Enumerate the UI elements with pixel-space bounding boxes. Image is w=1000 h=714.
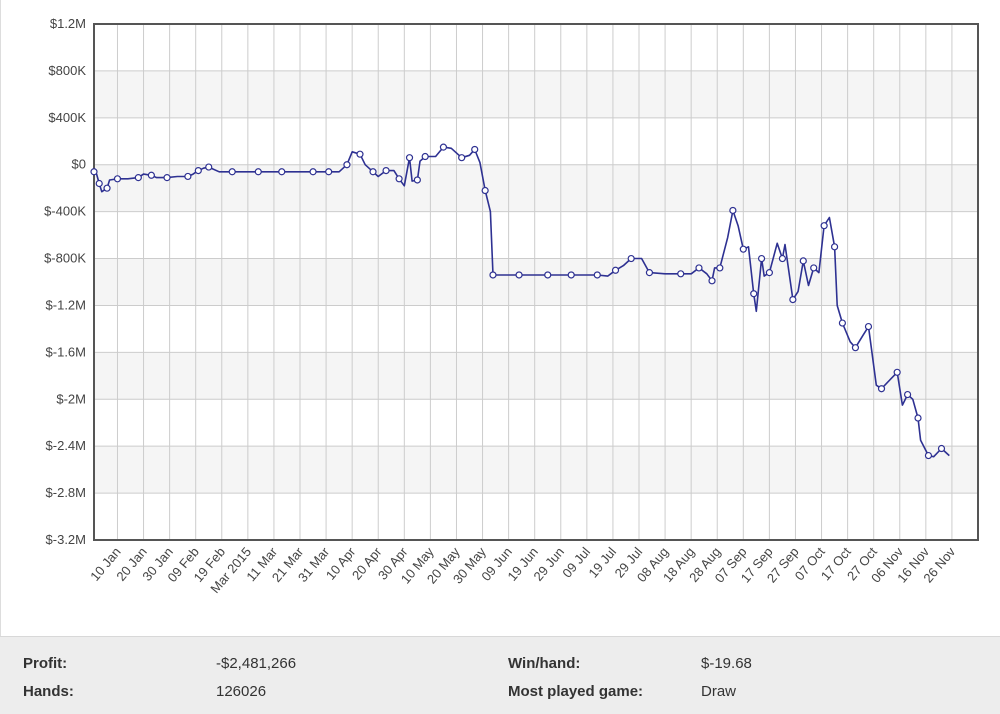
data-point — [877, 385, 886, 393]
profit-value: -$2,481,266 — [216, 655, 297, 672]
data-point — [413, 176, 421, 184]
profit-line-chart: $1.2M $800K $400K $0 $-400K $-800K $-1.2M $-1.6… — [44, 16, 979, 596]
data-point — [421, 152, 429, 161]
data-point — [458, 154, 466, 162]
data-point — [937, 444, 946, 453]
data-point — [789, 295, 797, 304]
y-tick-label: $-2.8M — [46, 485, 86, 500]
data-point — [914, 414, 922, 422]
data-point — [611, 266, 620, 274]
data-point — [369, 168, 377, 176]
data-point — [893, 368, 901, 376]
data-point — [278, 168, 286, 176]
data-point — [820, 222, 828, 230]
data-point — [395, 175, 403, 183]
data-point — [103, 184, 111, 192]
data-point — [799, 257, 807, 265]
profit-label: Profit: — [23, 655, 68, 672]
data-point — [903, 390, 912, 399]
stats-panel: Profit: -$2,481,266 Hands: 126026 Win/ha… — [0, 636, 1000, 714]
data-point — [750, 290, 758, 298]
data-point — [864, 322, 873, 331]
data-point — [627, 254, 635, 263]
win-per-hand-value: $-19.68 — [701, 655, 752, 672]
y-tick-label: $-1.6M — [46, 344, 86, 359]
data-point — [254, 168, 262, 176]
data-point — [95, 179, 103, 188]
data-point — [567, 271, 575, 279]
win-per-hand-label: Win/hand: — [508, 655, 581, 672]
most-played-game-label: Most played game: — [508, 683, 644, 700]
data-point — [739, 245, 747, 253]
data-point — [729, 206, 737, 215]
data-point — [134, 174, 142, 182]
y-tick-label: $1.2M — [50, 16, 86, 31]
data-point — [194, 166, 202, 175]
data-point — [147, 171, 155, 179]
plot-band — [94, 258, 978, 306]
y-tick-label: $-2M — [56, 391, 86, 406]
data-point — [90, 168, 98, 176]
data-point — [765, 269, 773, 277]
y-tick-label: $-800K — [44, 251, 86, 266]
data-point — [439, 143, 448, 151]
data-point — [757, 254, 766, 263]
plot-band — [94, 70, 978, 118]
data-point — [645, 269, 654, 277]
data-point — [708, 277, 716, 285]
y-tick-label: $-400K — [44, 204, 86, 219]
data-point — [343, 161, 351, 169]
data-point — [184, 172, 192, 181]
data-point — [471, 145, 479, 154]
data-point — [356, 150, 364, 158]
data-point — [716, 264, 724, 272]
data-point — [481, 186, 489, 195]
data-point — [113, 175, 122, 183]
data-point — [924, 451, 933, 460]
series-line — [93, 146, 950, 458]
data-point — [382, 166, 390, 175]
data-point — [810, 264, 818, 272]
data-point — [778, 254, 787, 263]
data-point — [515, 271, 523, 279]
plot-border — [93, 23, 979, 541]
data-point — [695, 264, 703, 272]
most-played-game-value: Draw — [701, 683, 737, 700]
data-point — [544, 271, 552, 279]
y-tick-label: $800K — [48, 63, 86, 78]
hands-value: 126026 — [216, 683, 267, 700]
chart-panel: $1.2M $800K $400K $0 $-400K $-800K $-1.2M $-1.6… — [0, 0, 1000, 636]
y-tick-label: $-2.4M — [46, 438, 86, 453]
data-point — [851, 344, 860, 352]
y-tick-label: $400K — [48, 110, 86, 125]
data-point — [205, 163, 213, 171]
data-point — [677, 270, 685, 278]
plot-band — [94, 446, 978, 494]
data-point — [309, 168, 317, 176]
data-point — [228, 168, 236, 176]
x-tick-label: 09 Jul — [559, 544, 593, 580]
data-point — [838, 319, 847, 327]
y-tick-label: $-3.2M — [46, 532, 86, 547]
plot-band — [94, 352, 978, 400]
hands-label: Hands: — [23, 683, 74, 700]
y-tick-label: $0 — [72, 157, 86, 172]
data-point — [593, 271, 601, 279]
data-point — [489, 271, 497, 279]
y-tick-label: $-1.2M — [46, 297, 86, 312]
data-point — [830, 243, 839, 251]
x-tick-label: 19 Jul — [585, 544, 619, 580]
data-point — [163, 174, 171, 182]
data-point — [405, 154, 414, 162]
data-point — [325, 168, 333, 176]
